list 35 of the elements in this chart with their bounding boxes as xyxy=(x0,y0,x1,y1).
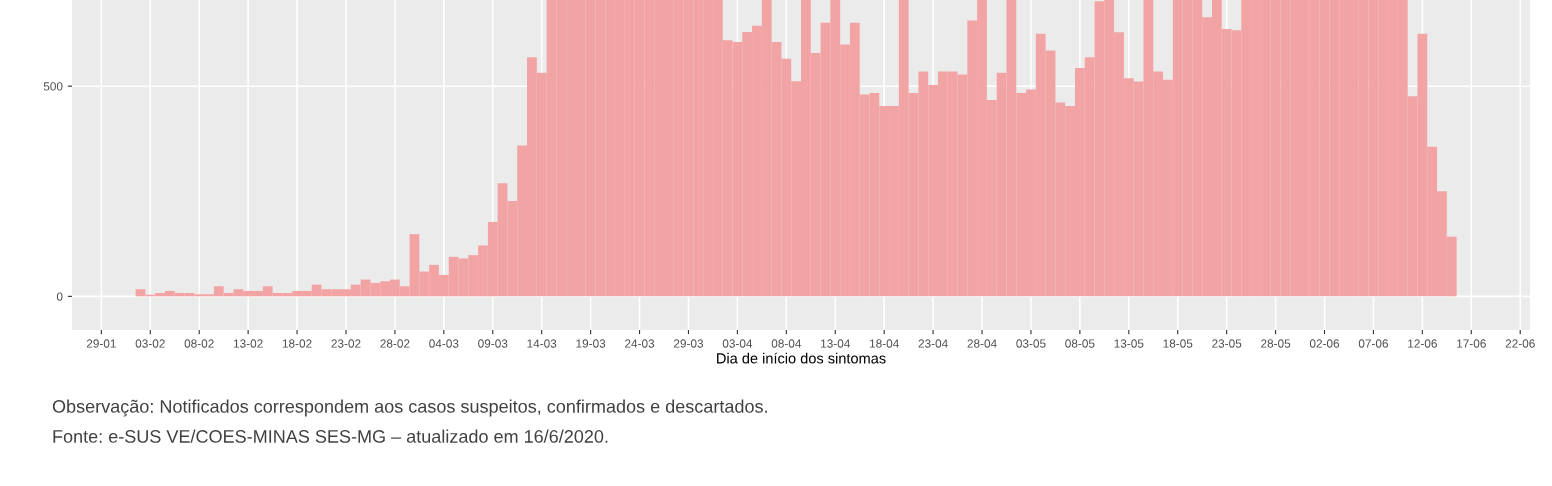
x-tick-label: 03-04 xyxy=(722,339,753,348)
x-tick-label: 24-03 xyxy=(625,339,655,348)
x-tick-label: 28-04 xyxy=(967,339,997,348)
x-tick-label: 13-02 xyxy=(233,339,263,348)
source-note: Fonte: e-SUS VE/COES-MINAS SES-MG – atualizado em 16/6/2020. xyxy=(53,429,608,443)
x-tick-label: 04-03 xyxy=(429,339,459,348)
x-tick-label: 09-03 xyxy=(478,339,508,348)
x-tick-label: 23-04 xyxy=(918,339,948,348)
x-tick-label: 12-06 xyxy=(1408,339,1437,348)
x-tick-label: 08-04 xyxy=(771,339,802,348)
x-tick-label: 28-02 xyxy=(380,339,410,348)
x-tick-label: 18-02 xyxy=(282,339,312,348)
text: Observação: Notificados correspondem aos casos suspeitos, confirmados e descartados. xyxy=(52,399,767,417)
x-tick-label: 07-06 xyxy=(1358,339,1389,348)
x-tick-label: 18-05 xyxy=(1163,339,1193,348)
x-tick-label: 18-04 xyxy=(869,339,899,348)
y-tick-label: 500 xyxy=(43,82,63,91)
x-tick-label: 28-05 xyxy=(1261,339,1291,348)
x-tick-label: 08-05 xyxy=(1065,339,1095,348)
x-tick-label: 29-03 xyxy=(673,339,704,348)
x-tick-label: 29-01 xyxy=(86,339,116,348)
y-tick-label: 0 xyxy=(56,292,63,301)
x-tick-label: 13-05 xyxy=(1114,339,1144,348)
x-tick-label: 02-06 xyxy=(1309,339,1340,348)
x-tick-label: 17-06 xyxy=(1457,339,1486,348)
x-tick-label: 23-02 xyxy=(331,339,361,348)
x-tick-label: 22-06 xyxy=(1505,339,1535,348)
x-tick-label: 08-02 xyxy=(184,339,214,348)
x-tick-label: 14-03 xyxy=(527,339,557,348)
x-tick-label: 03-02 xyxy=(135,339,165,348)
x-tick-label: 13-04 xyxy=(821,339,850,348)
x-tick-label: 03-05 xyxy=(1016,339,1046,348)
x-tick-label: 23-05 xyxy=(1212,339,1242,348)
x-axis-title: Dia de início dos sintomas xyxy=(717,352,886,364)
x-tick-label: 19-03 xyxy=(576,339,606,348)
